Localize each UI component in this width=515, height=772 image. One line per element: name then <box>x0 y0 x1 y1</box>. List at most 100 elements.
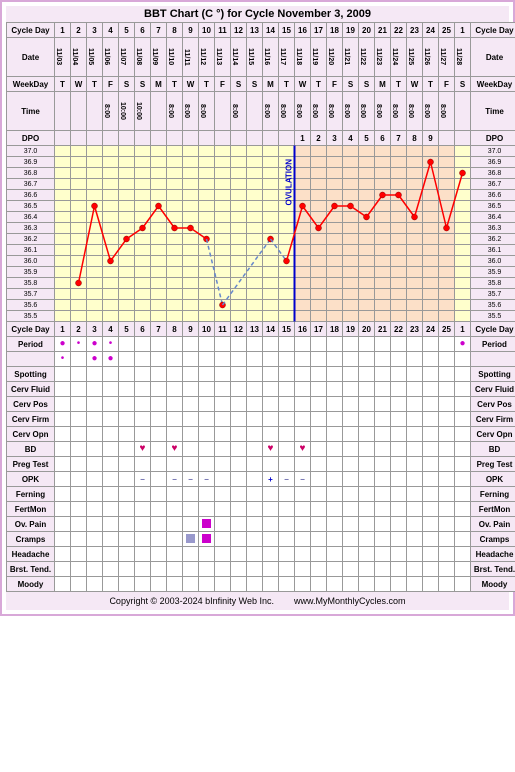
cell <box>119 131 135 146</box>
cell <box>455 547 471 562</box>
cell: 6 <box>135 322 151 337</box>
cell <box>151 92 167 131</box>
chart-cell <box>359 234 375 245</box>
chart-cell <box>295 278 311 289</box>
temp-scale-label: 36.2 <box>7 234 55 245</box>
cell <box>199 337 215 352</box>
chart-cell <box>71 245 87 256</box>
cell <box>311 547 327 562</box>
cell: 4 <box>103 322 119 337</box>
chart-cell <box>135 289 151 300</box>
cell <box>151 487 167 502</box>
chart-cell <box>455 146 471 157</box>
cell <box>295 397 311 412</box>
cell: • <box>55 352 71 367</box>
cell <box>295 337 311 352</box>
cell <box>119 562 135 577</box>
chart-cell <box>151 289 167 300</box>
chart-cell <box>343 157 359 168</box>
cell: 11/09 <box>151 38 167 77</box>
footer: Copyright © 2003-2024 bInfinity Web Inc.… <box>6 592 509 610</box>
cell: 11/15 <box>247 38 263 77</box>
cell <box>439 562 455 577</box>
cell <box>295 577 311 592</box>
chart-cell <box>263 300 279 311</box>
cell <box>71 397 87 412</box>
cell <box>215 457 231 472</box>
cell <box>343 382 359 397</box>
chart-cell <box>119 212 135 223</box>
chart-cell <box>55 256 71 267</box>
cell: 25 <box>439 322 455 337</box>
cell <box>215 131 231 146</box>
chart-cell <box>327 234 343 245</box>
cell <box>71 92 87 131</box>
cell: 11/28 <box>455 38 471 77</box>
cell: 11/12 <box>199 38 215 77</box>
chart-cell <box>151 168 167 179</box>
chart-cell <box>71 190 87 201</box>
temp-scale-label: 36.3 <box>7 223 55 234</box>
cell <box>119 502 135 517</box>
cell <box>391 502 407 517</box>
bbt-table: Cycle Day1234567891011121314151617181920… <box>6 22 515 592</box>
cell <box>167 577 183 592</box>
chart-cell <box>375 278 391 289</box>
chart-cell <box>359 146 375 157</box>
row-label: Period <box>471 337 515 352</box>
cell: 10:00 <box>135 92 151 131</box>
cell <box>311 472 327 487</box>
chart-cell <box>231 278 247 289</box>
cell <box>311 337 327 352</box>
cell <box>247 487 263 502</box>
chart-cell <box>327 300 343 311</box>
chart-cell <box>439 278 455 289</box>
cell <box>87 442 103 457</box>
cell: 1 <box>55 23 71 38</box>
cell <box>423 382 439 397</box>
cell <box>215 367 231 382</box>
chart-cell <box>199 223 215 234</box>
cell <box>119 337 135 352</box>
cell: 15 <box>279 23 295 38</box>
cell <box>455 412 471 427</box>
cell: 9 <box>423 131 439 146</box>
cell: 21 <box>375 23 391 38</box>
cell <box>231 352 247 367</box>
cell <box>231 517 247 532</box>
chart-cell <box>359 212 375 223</box>
cell: 20 <box>359 23 375 38</box>
cell <box>87 412 103 427</box>
chart-cell <box>55 201 71 212</box>
cell <box>375 412 391 427</box>
cell <box>87 382 103 397</box>
chart-cell <box>151 223 167 234</box>
cell <box>407 382 423 397</box>
chart-cell <box>391 201 407 212</box>
chart-cell <box>375 201 391 212</box>
chart-cell <box>263 190 279 201</box>
temp-scale-label: 35.8 <box>7 278 55 289</box>
chart-cell <box>311 300 327 311</box>
chart-cell <box>375 190 391 201</box>
cell: T <box>311 77 327 92</box>
chart-cell <box>407 245 423 256</box>
chart-cell <box>327 311 343 322</box>
chart-cell <box>183 223 199 234</box>
chart-cell <box>455 245 471 256</box>
chart-cell <box>279 278 295 289</box>
cell: 3 <box>87 322 103 337</box>
chart-cell <box>359 168 375 179</box>
cell <box>55 367 71 382</box>
cell <box>103 577 119 592</box>
cell <box>279 131 295 146</box>
chart-cell <box>87 201 103 212</box>
chart-cell <box>391 146 407 157</box>
chart-cell <box>135 278 151 289</box>
cell <box>343 427 359 442</box>
chart-cell <box>439 245 455 256</box>
copyright-text: Copyright © 2003-2024 bInfinity Web Inc. <box>109 596 274 606</box>
cell <box>407 352 423 367</box>
chart-cell <box>55 179 71 190</box>
cell <box>391 517 407 532</box>
